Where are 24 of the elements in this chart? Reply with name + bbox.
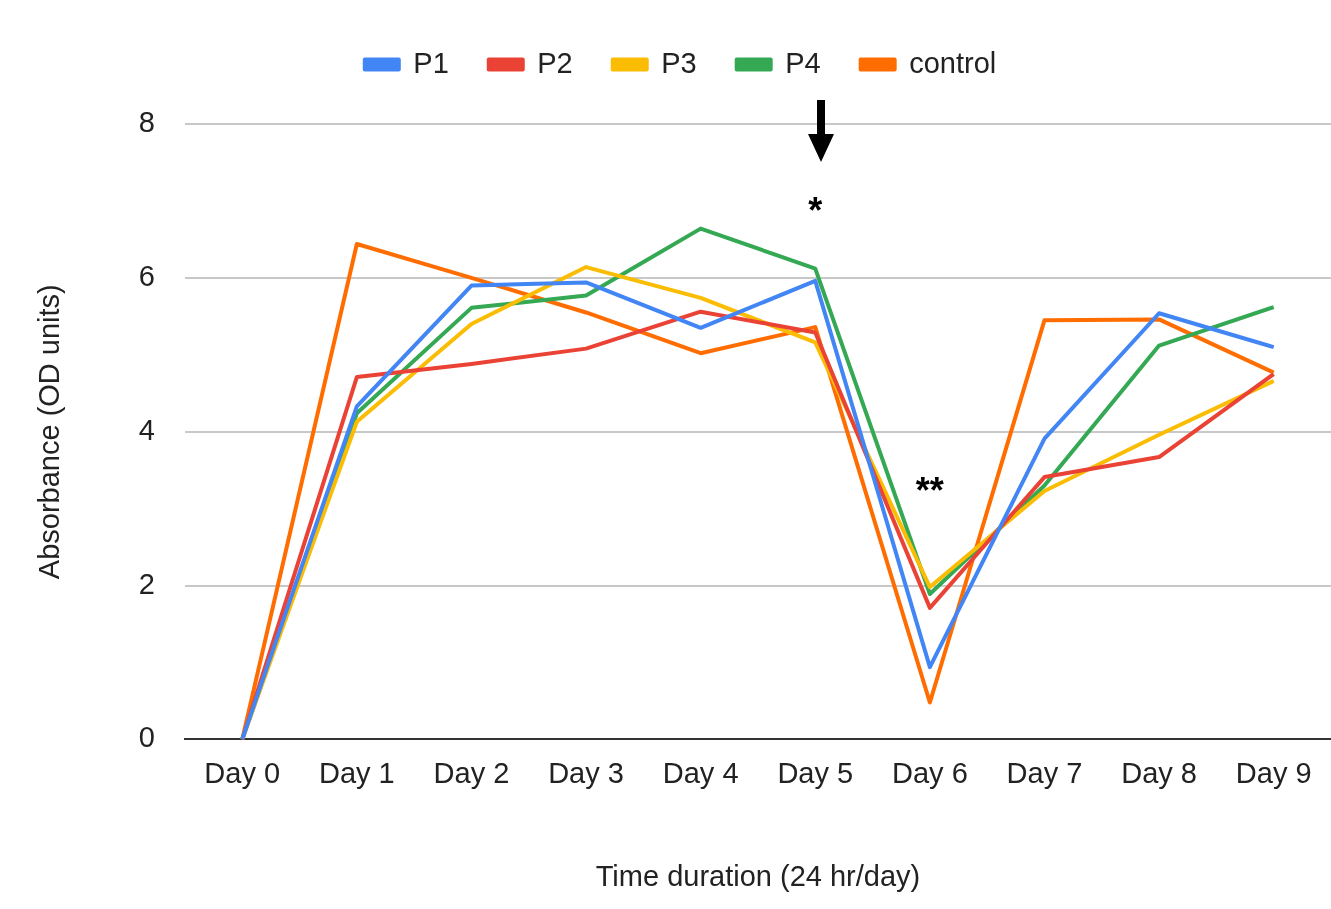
x-tick-label: Day 5 — [777, 756, 854, 789]
annotation: ** — [915, 470, 944, 512]
y-tick-label: 6 — [138, 259, 155, 292]
legend-label: P4 — [785, 46, 821, 79]
x-tick-label: Day 7 — [1006, 756, 1083, 789]
y-axis-title: Absorbance (OD units) — [33, 284, 66, 580]
x-tick-label: Day 1 — [318, 756, 395, 789]
annotation: * — [808, 190, 823, 232]
x-tick-label: Day 9 — [1235, 756, 1312, 789]
x-tick-label: Day 4 — [662, 756, 739, 789]
y-tick-label: 8 — [138, 106, 155, 138]
legend-label: P2 — [537, 46, 573, 79]
x-tick-label: Day 2 — [433, 756, 510, 789]
legend-label: P1 — [413, 46, 449, 79]
x-tick-label: Day 6 — [891, 756, 968, 789]
x-axis-title: Time duration (24 hr/day) — [595, 859, 921, 892]
y-tick-label: 2 — [138, 567, 155, 600]
y-tick-label: 4 — [138, 413, 155, 446]
legend-label: P3 — [661, 46, 697, 79]
x-tick-label: Day 8 — [1121, 756, 1197, 789]
legend-label: control — [909, 46, 997, 79]
y-tick-label: 0 — [138, 721, 155, 754]
x-tick-label: Day 3 — [548, 756, 624, 789]
x-tick-label: Day 0 — [204, 756, 281, 789]
